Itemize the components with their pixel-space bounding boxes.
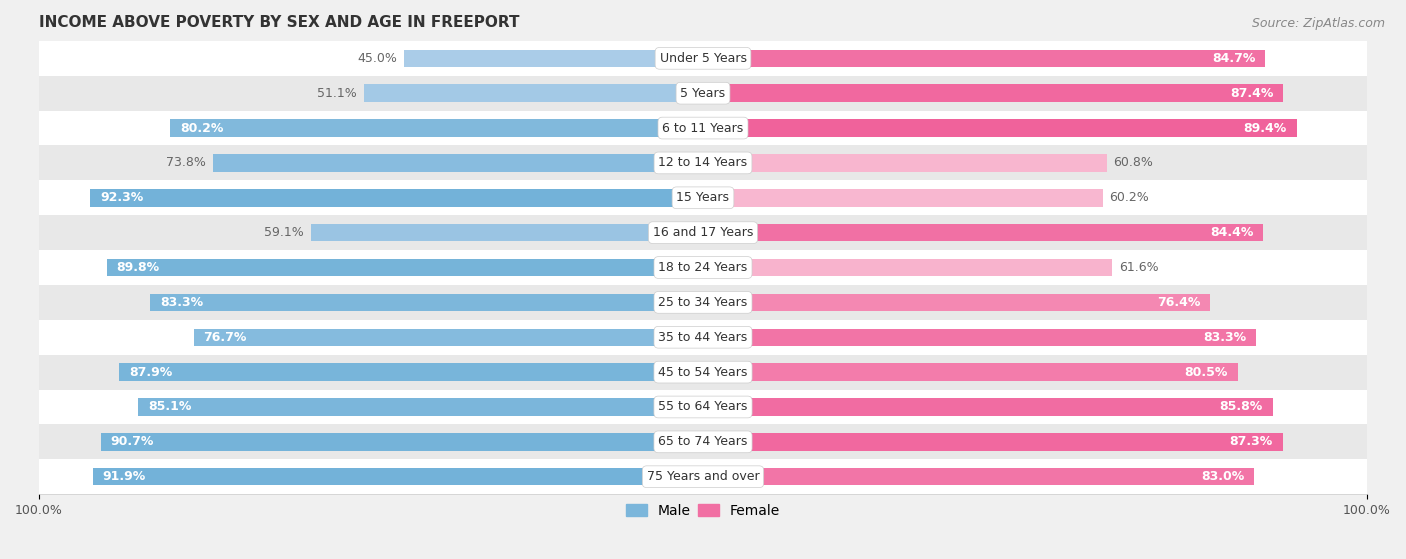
Bar — [703, 468, 1254, 485]
Bar — [404, 50, 703, 67]
Text: 92.3%: 92.3% — [100, 191, 143, 204]
Bar — [703, 50, 1265, 67]
Text: 5 Years: 5 Years — [681, 87, 725, 100]
Legend: Male, Female: Male, Female — [620, 499, 786, 523]
Text: 89.8%: 89.8% — [117, 261, 160, 274]
Bar — [703, 329, 1256, 346]
Bar — [39, 181, 1367, 215]
Text: 75 Years and over: 75 Years and over — [647, 470, 759, 483]
Bar — [311, 224, 703, 241]
Text: Source: ZipAtlas.com: Source: ZipAtlas.com — [1251, 17, 1385, 30]
Text: 83.3%: 83.3% — [1204, 331, 1246, 344]
Text: 76.7%: 76.7% — [204, 331, 247, 344]
Text: 51.1%: 51.1% — [318, 87, 357, 100]
Bar — [39, 145, 1367, 181]
Bar — [39, 354, 1367, 390]
Bar — [39, 285, 1367, 320]
Bar — [703, 154, 1107, 172]
Text: 45.0%: 45.0% — [357, 52, 398, 65]
Bar — [703, 259, 1112, 276]
Text: 25 to 34 Years: 25 to 34 Years — [658, 296, 748, 309]
Bar — [101, 433, 703, 451]
Bar — [107, 259, 703, 276]
Text: 18 to 24 Years: 18 to 24 Years — [658, 261, 748, 274]
Text: 35 to 44 Years: 35 to 44 Years — [658, 331, 748, 344]
Bar — [194, 329, 703, 346]
Bar — [39, 215, 1367, 250]
Text: INCOME ABOVE POVERTY BY SEX AND AGE IN FREEPORT: INCOME ABOVE POVERTY BY SEX AND AGE IN F… — [39, 15, 519, 30]
Bar — [703, 433, 1282, 451]
Bar — [39, 41, 1367, 76]
Text: 83.0%: 83.0% — [1201, 470, 1244, 483]
Text: 89.4%: 89.4% — [1243, 121, 1286, 135]
Text: 90.7%: 90.7% — [111, 435, 155, 448]
Bar — [39, 76, 1367, 111]
Text: 15 Years: 15 Years — [676, 191, 730, 204]
Text: 85.1%: 85.1% — [148, 400, 191, 414]
Bar — [138, 398, 703, 416]
Text: 55 to 64 Years: 55 to 64 Years — [658, 400, 748, 414]
Bar — [364, 84, 703, 102]
Bar — [703, 189, 1102, 206]
Bar — [703, 293, 1211, 311]
Text: 87.4%: 87.4% — [1230, 87, 1274, 100]
Bar — [90, 189, 703, 206]
Bar — [39, 320, 1367, 354]
Text: 59.1%: 59.1% — [264, 226, 304, 239]
Bar — [39, 250, 1367, 285]
Text: Under 5 Years: Under 5 Years — [659, 52, 747, 65]
Text: 45 to 54 Years: 45 to 54 Years — [658, 366, 748, 378]
Bar — [39, 459, 1367, 494]
Text: 73.8%: 73.8% — [166, 157, 207, 169]
Text: 85.8%: 85.8% — [1219, 400, 1263, 414]
Bar — [39, 111, 1367, 145]
Text: 80.2%: 80.2% — [180, 121, 224, 135]
Text: 60.8%: 60.8% — [1114, 157, 1153, 169]
Bar — [703, 84, 1284, 102]
Text: 87.3%: 87.3% — [1229, 435, 1272, 448]
Bar — [39, 424, 1367, 459]
Text: 16 and 17 Years: 16 and 17 Years — [652, 226, 754, 239]
Bar — [120, 363, 703, 381]
Text: 83.3%: 83.3% — [160, 296, 202, 309]
Bar — [703, 398, 1272, 416]
Bar — [703, 224, 1264, 241]
Text: 80.5%: 80.5% — [1184, 366, 1227, 378]
Text: 84.7%: 84.7% — [1212, 52, 1256, 65]
Text: 76.4%: 76.4% — [1157, 296, 1201, 309]
Bar — [212, 154, 703, 172]
Text: 87.9%: 87.9% — [129, 366, 173, 378]
Text: 6 to 11 Years: 6 to 11 Years — [662, 121, 744, 135]
Text: 84.4%: 84.4% — [1211, 226, 1254, 239]
Bar — [39, 390, 1367, 424]
Bar — [703, 119, 1296, 137]
Text: 61.6%: 61.6% — [1119, 261, 1159, 274]
Text: 60.2%: 60.2% — [1109, 191, 1149, 204]
Bar — [703, 363, 1237, 381]
Bar — [150, 293, 703, 311]
Bar — [170, 119, 703, 137]
Text: 12 to 14 Years: 12 to 14 Years — [658, 157, 748, 169]
Text: 65 to 74 Years: 65 to 74 Years — [658, 435, 748, 448]
Bar — [93, 468, 703, 485]
Text: 91.9%: 91.9% — [103, 470, 146, 483]
